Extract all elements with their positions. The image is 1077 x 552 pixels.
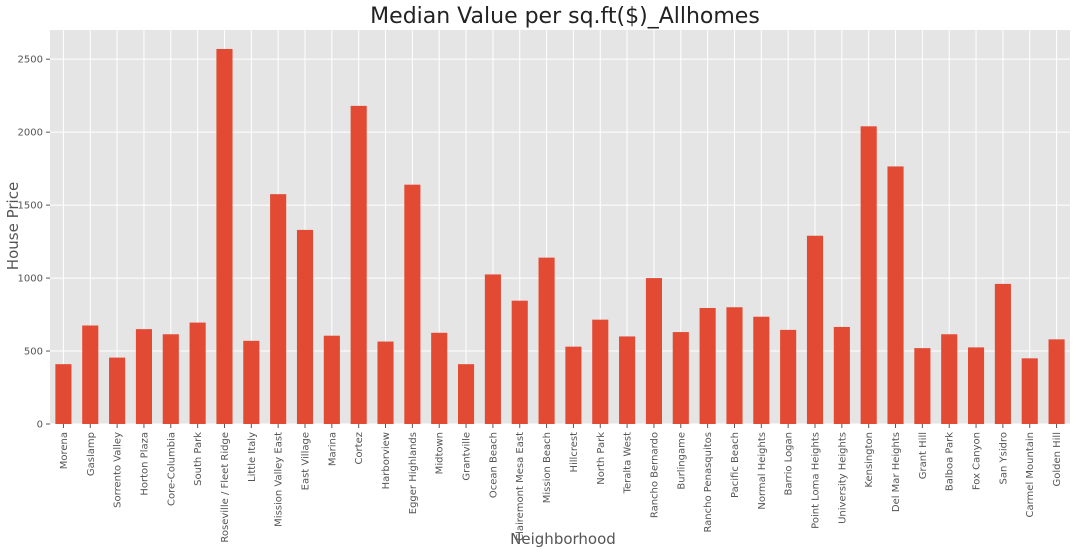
x-tick-label: Kensington <box>864 432 875 488</box>
x-tick-label: Core-Columbia <box>166 432 177 506</box>
y-tick-label: 2500 <box>18 55 43 66</box>
x-tick-label: Roseville / Fleet Ridge <box>220 432 231 543</box>
bar <box>350 105 367 425</box>
bar <box>645 278 662 424</box>
y-tick-label: 0 <box>37 420 43 431</box>
x-tick-label: Morena <box>59 432 70 469</box>
bar <box>216 48 233 425</box>
x-tick-label: Clairemont Mesa East <box>515 432 526 541</box>
bar <box>968 347 985 424</box>
x-tick-label: Mission Beach <box>542 432 553 503</box>
y-tick-label: 2000 <box>18 128 43 139</box>
x-tick-label: Gaslamp <box>86 432 97 476</box>
x-tick-label: Rancho Penasquitos <box>703 432 714 533</box>
bar <box>404 184 421 424</box>
bar <box>538 257 555 424</box>
bar <box>592 319 609 424</box>
bar <box>753 316 770 424</box>
bar <box>994 283 1011 424</box>
x-tick-label: Fox Canyon <box>972 432 983 490</box>
bar <box>619 336 636 424</box>
x-tick-label: Midtown <box>435 432 446 474</box>
bar <box>672 332 689 424</box>
bar <box>109 357 126 424</box>
bars <box>55 48 1065 425</box>
x-tick-label: Marina <box>327 432 338 466</box>
y-axis-label: House Price <box>4 182 22 270</box>
chart-title: Median Value per sq.ft($)_Allhomes <box>370 4 760 29</box>
bar <box>860 126 877 425</box>
x-tick-label: Harborview <box>381 432 392 489</box>
bar <box>323 335 340 424</box>
x-tick-label: Balboa Park <box>945 432 956 491</box>
x-tick-label: Del Mar Heights <box>891 432 902 512</box>
x-tick-label: Egger Highlands <box>408 432 419 514</box>
x-tick-label: Teralta West <box>623 432 634 494</box>
x-tick-label: Mission Valley East <box>274 432 285 527</box>
x-tick-label: Pacific Beach <box>730 432 741 498</box>
x-tick-label: North Park <box>596 432 607 485</box>
bar <box>135 329 152 424</box>
x-tick-label: Cortez <box>354 432 365 465</box>
bar <box>806 235 824 424</box>
x-tick-label: Sorrento Valley <box>113 432 124 508</box>
bar <box>511 300 528 424</box>
x-tick-label: South Park <box>193 432 204 486</box>
y-tick-label: 500 <box>24 347 43 358</box>
x-tick-label: Rancho Bernardo <box>649 432 660 518</box>
bar <box>484 274 501 424</box>
x-axis-label: Neighborhood <box>510 530 616 547</box>
bar <box>189 322 206 424</box>
bar <box>55 364 72 424</box>
y-tick-label: 1000 <box>18 274 43 285</box>
x-tick-label: Point Loma Heights <box>811 432 822 529</box>
x-tick-label: Ocean Beach <box>488 432 499 498</box>
x-tick-label: Little Italy <box>247 432 258 482</box>
bar <box>296 229 314 424</box>
bar <box>780 329 797 424</box>
x-tick-label: San Ysidro <box>998 432 1009 484</box>
bar <box>887 166 904 424</box>
bar <box>726 307 743 424</box>
x-tick-label: Carmel Mountain <box>1025 432 1036 517</box>
x-tick-label: University Heights <box>837 432 848 524</box>
x-tick-label: Horton Plaza <box>139 432 150 496</box>
bar <box>1048 339 1065 424</box>
x-tick-label: Barrio Logan <box>784 432 795 495</box>
x-axis: Morena Gaslamp Sorrento Valley Horton Plaza… <box>59 424 1063 543</box>
x-tick-label: Golden Hill <box>1052 432 1063 487</box>
bar <box>1021 358 1038 424</box>
bar <box>941 334 958 424</box>
x-tick-label: East Village <box>301 432 312 490</box>
bar <box>565 346 582 424</box>
bar <box>82 325 99 424</box>
bar <box>914 348 931 424</box>
x-tick-label: Burlingame <box>676 432 687 490</box>
bar <box>162 334 179 424</box>
x-tick-label: Grantville <box>462 432 473 481</box>
x-tick-label: Grant Hill <box>918 432 929 479</box>
bar <box>458 364 475 424</box>
bar <box>377 341 394 424</box>
bar <box>833 326 850 424</box>
x-tick-label: Hillcrest <box>569 432 580 473</box>
y-tick-label: 1500 <box>18 201 43 212</box>
bar <box>243 340 260 424</box>
bar <box>431 332 448 424</box>
y-axis: 0 500 1000 1500 2000 2500 <box>18 55 50 431</box>
bar <box>270 194 287 424</box>
x-tick-label: Normal Heights <box>757 432 768 510</box>
bar <box>699 307 716 424</box>
